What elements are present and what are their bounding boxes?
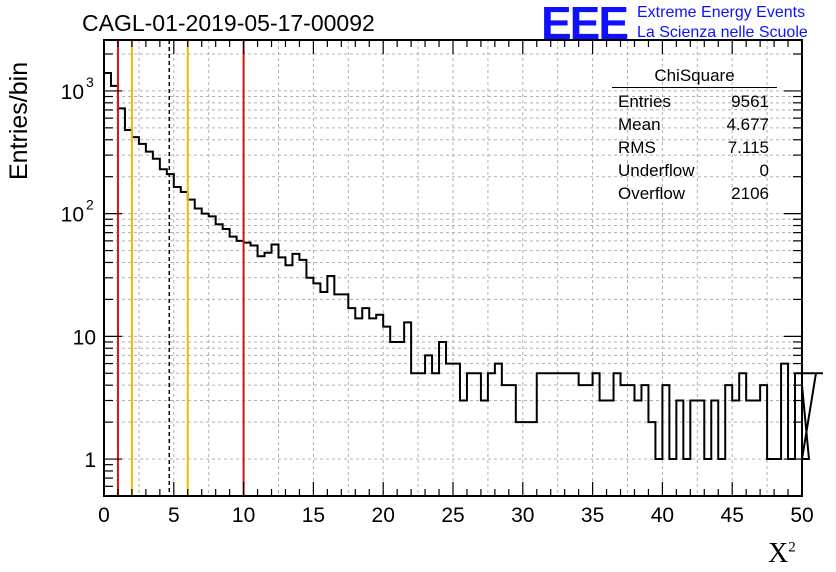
x-tick-label: 35 (581, 504, 604, 527)
histogram (104, 71, 823, 461)
x-tick-label: 15 (302, 504, 325, 527)
y-tick-label: 10 (61, 204, 84, 227)
chart-title: CAGL-01-2019-05-17-00092 (82, 10, 375, 36)
logo-subtitle-1: Extreme Energy Events (637, 4, 806, 21)
stats-value: 2106 (731, 184, 769, 203)
y-tick-exponent: 2 (86, 197, 94, 213)
x-tick-label: 40 (651, 504, 674, 527)
x-tick-label: 25 (441, 504, 464, 527)
stats-value: 0 (759, 161, 769, 180)
stats-row-entries: Entries 9561 (612, 90, 777, 113)
stats-box: ChiSquare Entries 9561 Mean 4.677 RMS 7.115… (612, 66, 777, 205)
x-axis-label: X2 (768, 538, 796, 569)
stats-row-rms: RMS 7.115 (612, 136, 777, 159)
stats-label: Overflow (618, 184, 686, 203)
x-tick-label: 20 (372, 504, 395, 527)
stats-value: 7.115 (727, 138, 769, 157)
stats-title: ChiSquare (612, 66, 777, 88)
marker-lines (116, 40, 245, 496)
stats-row-underflow: Underflow 0 (612, 159, 777, 182)
x-tick-label: 45 (721, 504, 744, 527)
eee-logo: EEE (541, 0, 629, 49)
stats-row-overflow: Overflow 2106 (612, 182, 777, 205)
y-tick-exponent: 3 (86, 74, 94, 90)
y-tick-label: 1 (84, 449, 96, 472)
histogram-line (104, 71, 823, 461)
y-axis-label: Entries/bin (5, 61, 33, 180)
stats-label: Underflow (618, 161, 695, 180)
logo-subtitle-2: La Scienza nelle Scuole (637, 24, 808, 41)
stats-label: Entries (618, 92, 671, 111)
stats-label: RMS (618, 138, 656, 157)
x-tick-label: 30 (511, 504, 534, 527)
axis-ticks (103, 40, 803, 497)
y-tick-label: 10 (61, 81, 84, 104)
x-tick-label: 5 (168, 504, 180, 527)
y-tick-label: 10 (73, 326, 96, 349)
stats-value: 4.677 (726, 115, 769, 134)
x-tick-label: 10 (232, 504, 255, 527)
stats-value: 9561 (731, 92, 769, 111)
stats-label: Mean (618, 115, 661, 134)
x-tick-label: 0 (98, 504, 110, 527)
stats-row-mean: Mean 4.677 (612, 113, 777, 136)
x-tick-label: 50 (790, 504, 813, 527)
